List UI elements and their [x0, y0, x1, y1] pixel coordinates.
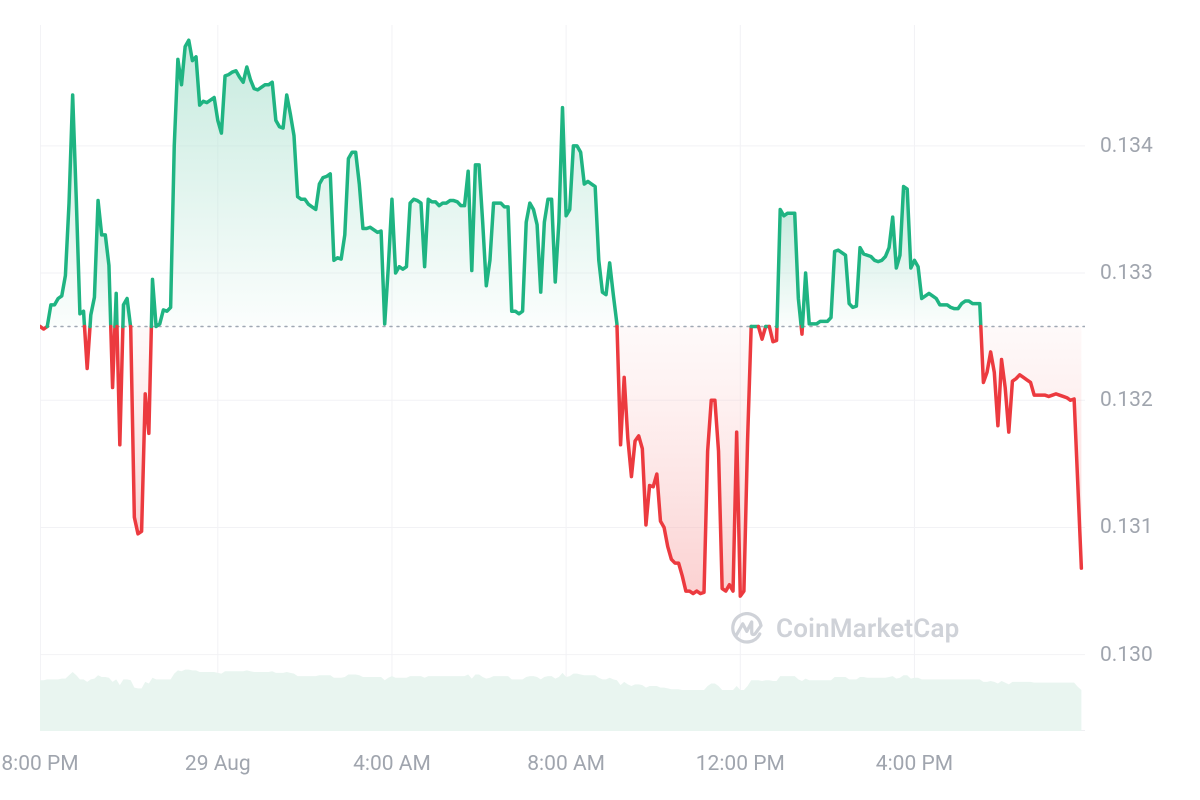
y-axis-label: 0.131 — [1100, 515, 1153, 539]
x-axis-label: 12:00 PM — [692, 752, 788, 776]
y-axis-label: 0.133 — [1100, 261, 1153, 285]
x-axis-label: 29 Aug — [170, 752, 266, 776]
x-axis-label: 8:00 PM — [0, 752, 88, 776]
y-axis-label: 0.134 — [1100, 134, 1153, 158]
watermark: CoinMarketCap — [730, 612, 959, 646]
watermark-text: CoinMarketCap — [776, 614, 959, 644]
y-axis-label: 0.130 — [1100, 643, 1153, 667]
coinmarketcap-icon — [730, 612, 764, 646]
x-axis-label: 4:00 PM — [866, 752, 962, 776]
x-axis-label: 4:00 AM — [344, 752, 440, 776]
y-axis-label: 0.132 — [1100, 388, 1153, 412]
x-axis-label: 8:00 AM — [518, 752, 614, 776]
price-chart[interactable]: CoinMarketCap 0.130 0.131 0.132 0.133 0.134 8… — [0, 0, 1200, 800]
